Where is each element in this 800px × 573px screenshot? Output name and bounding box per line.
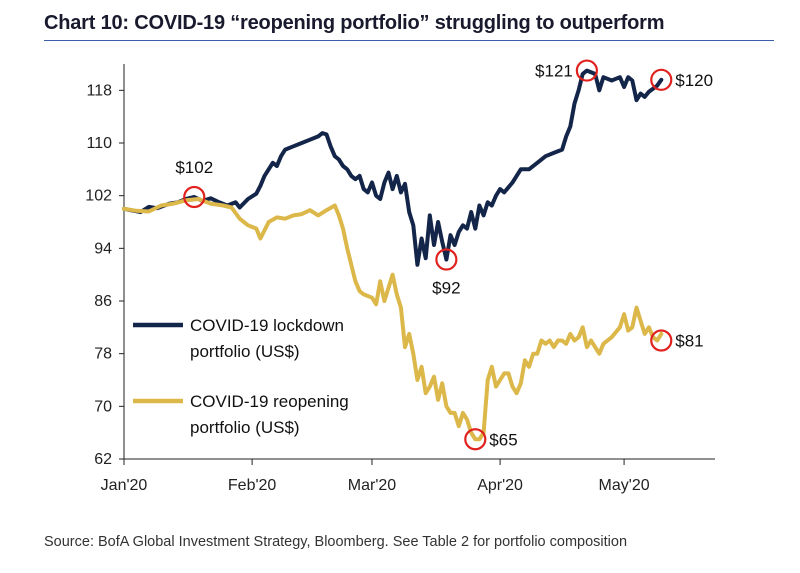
value-annotation: $65 bbox=[489, 430, 517, 449]
x-tick-label: Apr'20 bbox=[477, 477, 523, 494]
x-tick-label: Mar'20 bbox=[348, 477, 397, 494]
highlight-circle bbox=[650, 329, 673, 352]
value-annotation: $92 bbox=[432, 279, 460, 298]
legend-label: COVID-19 reopening bbox=[190, 392, 349, 411]
y-tick-label: 86 bbox=[94, 293, 112, 310]
y-tick-label: 62 bbox=[94, 451, 112, 468]
value-annotation: $81 bbox=[675, 332, 703, 351]
y-tick-label: 78 bbox=[94, 346, 112, 363]
highlight-circle bbox=[435, 248, 458, 271]
legend-label: COVID-19 lockdown bbox=[190, 316, 344, 335]
x-tick-label: Feb'20 bbox=[228, 477, 277, 494]
value-annotation: $121 bbox=[535, 62, 573, 81]
highlight-circle bbox=[575, 59, 598, 82]
legend-label: portfolio (US$) bbox=[190, 342, 300, 361]
highlight-circle bbox=[464, 428, 487, 451]
y-tick-label: 102 bbox=[85, 188, 112, 205]
value-annotation: $120 bbox=[675, 71, 713, 90]
source-note: Source: BofA Global Investment Strategy,… bbox=[44, 534, 628, 550]
y-tick-label: 118 bbox=[86, 82, 112, 99]
highlight-circle bbox=[183, 185, 206, 209]
value-annotation: $102 bbox=[175, 158, 213, 177]
y-tick-label: 94 bbox=[94, 240, 112, 257]
chart-title: Chart 10: COVID-19 “reopening portfolio”… bbox=[44, 12, 665, 34]
x-tick-label: Jan'20 bbox=[101, 477, 148, 494]
y-tick-label: 70 bbox=[94, 398, 112, 415]
title-divider bbox=[44, 40, 774, 41]
legend-label: portfolio (US$) bbox=[190, 418, 300, 437]
highlight-circle bbox=[650, 68, 673, 91]
x-tick-label: May'20 bbox=[599, 477, 650, 494]
series-line-reopening bbox=[122, 197, 664, 442]
series-line-lockdown bbox=[122, 68, 664, 267]
y-tick-label: 110 bbox=[86, 135, 112, 152]
